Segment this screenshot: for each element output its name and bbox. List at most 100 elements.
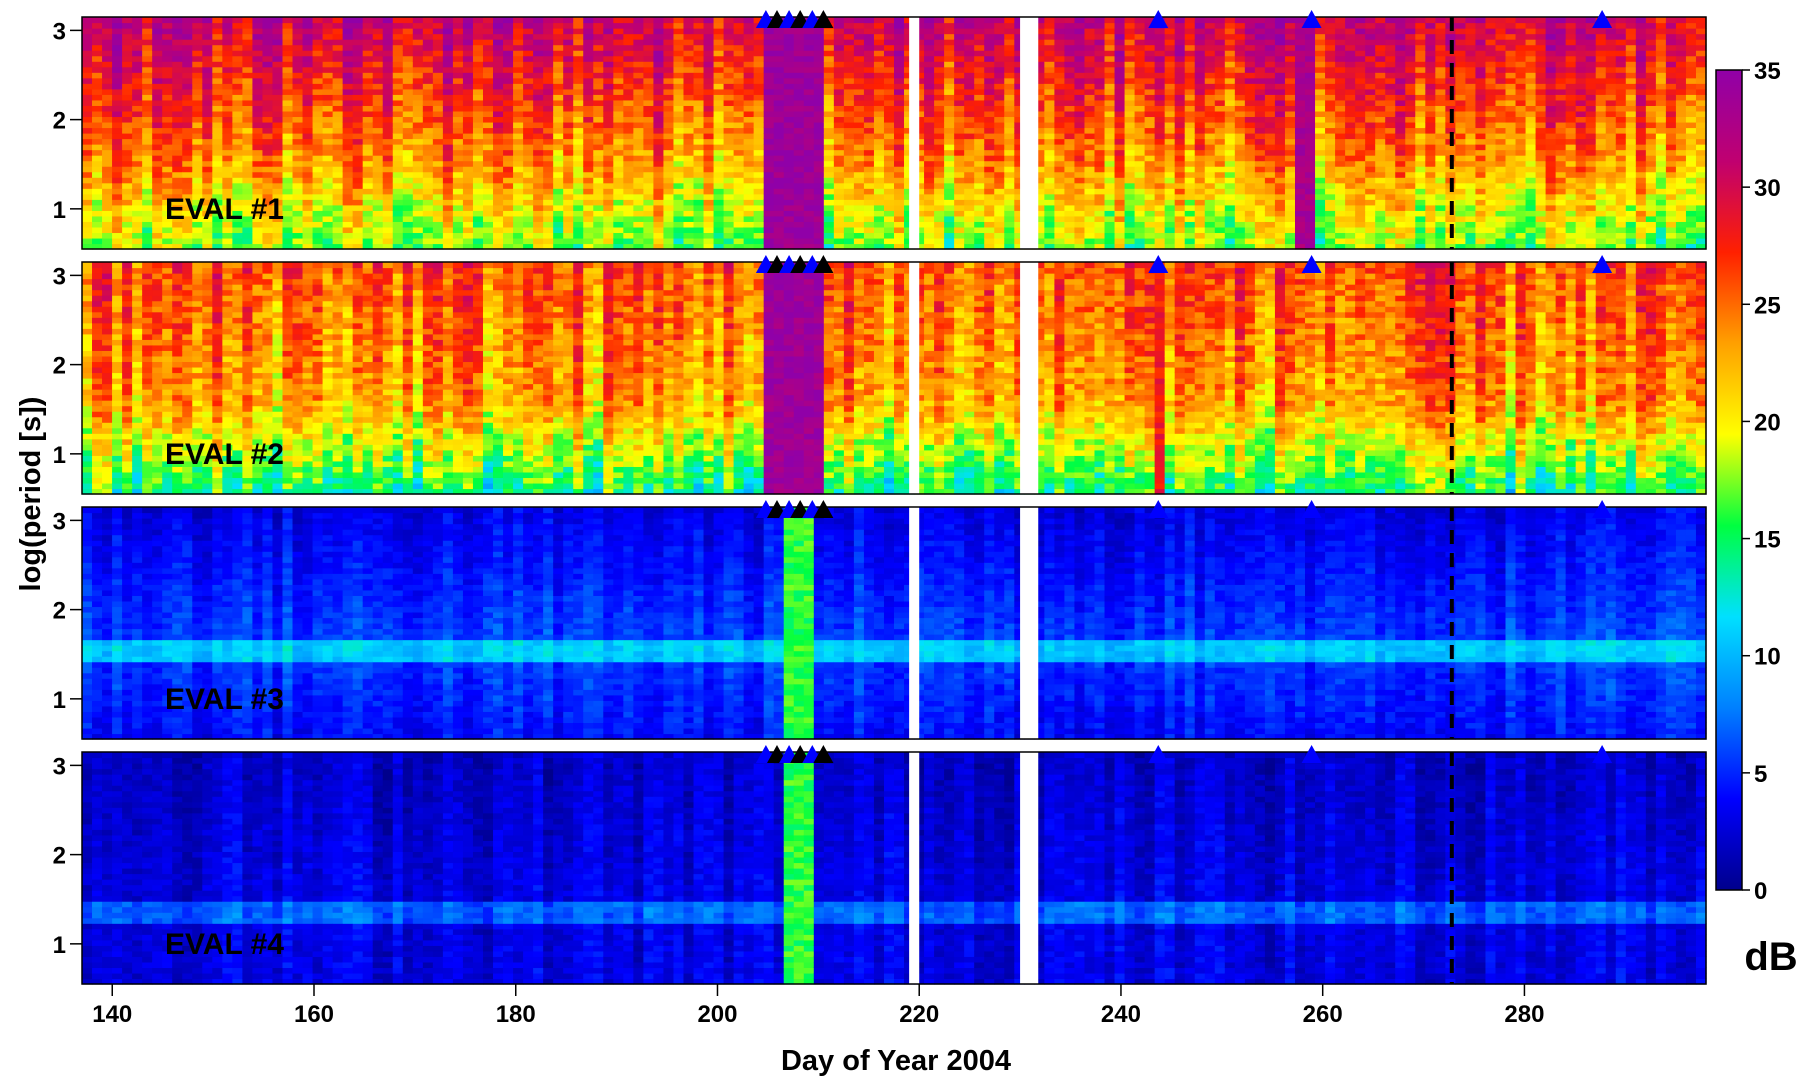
heatmap-cell bbox=[603, 221, 614, 227]
heatmap-cell bbox=[242, 34, 253, 40]
heatmap-cell bbox=[543, 221, 554, 227]
heatmap-cell bbox=[403, 122, 414, 128]
heatmap-cell bbox=[353, 94, 364, 100]
heatmap-cell bbox=[1115, 116, 1126, 122]
heatmap-cell bbox=[683, 61, 694, 67]
heatmap-cell bbox=[553, 100, 564, 106]
heatmap-cell bbox=[323, 72, 334, 78]
heatmap-cell bbox=[573, 34, 584, 40]
heatmap-cell bbox=[1105, 227, 1116, 233]
heatmap-cell bbox=[503, 177, 514, 183]
heatmap-cell bbox=[92, 183, 103, 189]
heatmap-cell bbox=[483, 232, 494, 238]
heatmap-cell bbox=[623, 127, 634, 133]
heatmap-cell bbox=[533, 232, 544, 238]
heatmap-cell bbox=[513, 183, 524, 189]
heatmap-cell bbox=[924, 45, 935, 51]
heatmap-cell bbox=[433, 100, 444, 106]
heatmap-cell bbox=[453, 50, 464, 56]
heatmap-cell bbox=[613, 56, 624, 62]
heatmap-cell bbox=[272, 83, 283, 89]
heatmap-cell bbox=[473, 188, 484, 194]
heatmap-cell bbox=[202, 122, 213, 128]
heatmap-cell bbox=[1064, 161, 1075, 167]
heatmap-cell bbox=[262, 78, 273, 84]
heatmap-cell bbox=[132, 166, 143, 172]
heatmap-cell bbox=[744, 194, 755, 200]
heatmap-cell bbox=[874, 166, 885, 172]
heatmap-cell bbox=[1165, 188, 1176, 194]
heatmap-cell bbox=[724, 205, 735, 211]
heatmap-cell bbox=[363, 194, 374, 200]
heatmap-cell bbox=[343, 83, 354, 89]
heatmap-cell bbox=[844, 144, 855, 150]
heatmap-cell bbox=[994, 94, 1005, 100]
heatmap-cell bbox=[373, 177, 384, 183]
heatmap-cell bbox=[874, 39, 885, 45]
heatmap-cell bbox=[443, 28, 454, 34]
heatmap-cell bbox=[653, 45, 664, 51]
heatmap-cell bbox=[764, 50, 775, 56]
heatmap-cell bbox=[272, 39, 283, 45]
heatmap-cell bbox=[1145, 188, 1156, 194]
heatmap-cell bbox=[202, 144, 213, 150]
heatmap-cell bbox=[894, 45, 905, 51]
heatmap-cell bbox=[1145, 39, 1156, 45]
heatmap-cell bbox=[463, 139, 474, 145]
heatmap-cell bbox=[373, 183, 384, 189]
heatmap-cell bbox=[313, 127, 324, 133]
heatmap-cell bbox=[142, 199, 153, 205]
heatmap-cell bbox=[463, 17, 474, 23]
heatmap-cell bbox=[323, 50, 334, 56]
heatmap-cell bbox=[784, 133, 795, 139]
heatmap-cell bbox=[112, 39, 123, 45]
heatmap-cell bbox=[182, 67, 193, 73]
heatmap-cell bbox=[252, 100, 263, 106]
heatmap-cell bbox=[1175, 105, 1186, 111]
heatmap-cell bbox=[1094, 56, 1105, 62]
heatmap-cell bbox=[403, 177, 414, 183]
heatmap-cell bbox=[473, 199, 484, 205]
heatmap-cell bbox=[714, 105, 725, 111]
heatmap-cell bbox=[714, 216, 725, 222]
heatmap-cell bbox=[1175, 232, 1186, 238]
heatmap-cell bbox=[523, 100, 534, 106]
heatmap-cell bbox=[704, 161, 715, 167]
heatmap-cell bbox=[603, 122, 614, 128]
heatmap-cell bbox=[343, 127, 354, 133]
heatmap-cell bbox=[323, 78, 334, 84]
heatmap-cell bbox=[1105, 45, 1116, 51]
heatmap-cell bbox=[874, 56, 885, 62]
heatmap-cell bbox=[974, 183, 985, 189]
heatmap-cell bbox=[844, 139, 855, 145]
heatmap-cell bbox=[854, 144, 865, 150]
heatmap-cell bbox=[232, 122, 243, 128]
heatmap-cell bbox=[984, 194, 995, 200]
heatmap-cell bbox=[1004, 133, 1015, 139]
heatmap-cell bbox=[503, 238, 514, 244]
heatmap-cell bbox=[433, 199, 444, 205]
heatmap-cell bbox=[403, 105, 414, 111]
heatmap-cell bbox=[282, 227, 293, 233]
heatmap-cell bbox=[92, 232, 103, 238]
heatmap-cell bbox=[252, 161, 263, 167]
heatmap-cell bbox=[413, 111, 424, 117]
heatmap-cell bbox=[694, 232, 705, 238]
heatmap-cell bbox=[954, 50, 965, 56]
heatmap-cell bbox=[353, 166, 364, 172]
heatmap-cell bbox=[724, 127, 735, 133]
heatmap-cell bbox=[1125, 183, 1136, 189]
heatmap-cell bbox=[333, 194, 344, 200]
heatmap-cell bbox=[854, 127, 865, 133]
heatmap-cell bbox=[583, 161, 594, 167]
heatmap-cell bbox=[1145, 116, 1156, 122]
heatmap-cell bbox=[994, 194, 1005, 200]
heatmap-cell bbox=[1054, 188, 1065, 194]
heatmap-cell bbox=[102, 61, 113, 67]
heatmap-cell bbox=[393, 199, 404, 205]
heatmap-cell bbox=[192, 232, 203, 238]
heatmap-cell bbox=[272, 183, 283, 189]
heatmap-cell bbox=[994, 122, 1005, 128]
heatmap-cell bbox=[1105, 122, 1116, 128]
heatmap-cell bbox=[142, 216, 153, 222]
